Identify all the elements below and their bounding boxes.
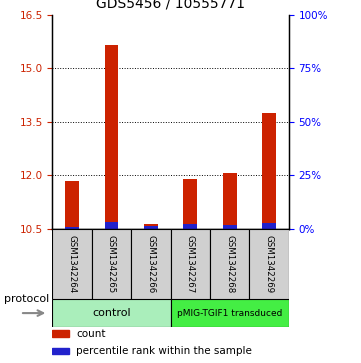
Bar — [92, 229, 131, 299]
Bar — [52, 229, 92, 299]
Bar — [52, 330, 69, 337]
Bar — [105, 222, 118, 229]
Bar — [65, 227, 79, 229]
Text: GSM1342268: GSM1342268 — [225, 235, 234, 293]
Bar — [170, 229, 210, 299]
Text: GSM1342269: GSM1342269 — [265, 235, 274, 293]
Title: GDS5456 / 10555771: GDS5456 / 10555771 — [96, 0, 245, 11]
Text: GSM1342266: GSM1342266 — [146, 235, 155, 293]
Text: GSM1342265: GSM1342265 — [107, 235, 116, 293]
Bar — [183, 179, 197, 229]
Bar — [262, 113, 276, 229]
Bar — [170, 299, 289, 327]
Bar — [65, 180, 79, 229]
Bar — [131, 229, 170, 299]
Text: pMIG-TGIF1 transduced: pMIG-TGIF1 transduced — [177, 309, 282, 318]
Bar — [210, 229, 249, 299]
Text: GSM1342264: GSM1342264 — [68, 235, 77, 293]
Bar — [249, 229, 289, 299]
Bar — [52, 299, 170, 327]
Bar — [223, 174, 236, 229]
Bar — [223, 225, 236, 229]
Bar — [52, 348, 69, 354]
Bar — [183, 224, 197, 229]
Bar — [144, 224, 158, 229]
Text: count: count — [76, 329, 105, 339]
Text: GSM1342267: GSM1342267 — [186, 235, 195, 293]
Text: control: control — [92, 308, 131, 318]
Text: percentile rank within the sample: percentile rank within the sample — [76, 346, 252, 356]
Bar — [144, 226, 158, 229]
Bar — [262, 223, 276, 229]
Bar — [105, 45, 118, 229]
Text: protocol: protocol — [4, 294, 49, 304]
